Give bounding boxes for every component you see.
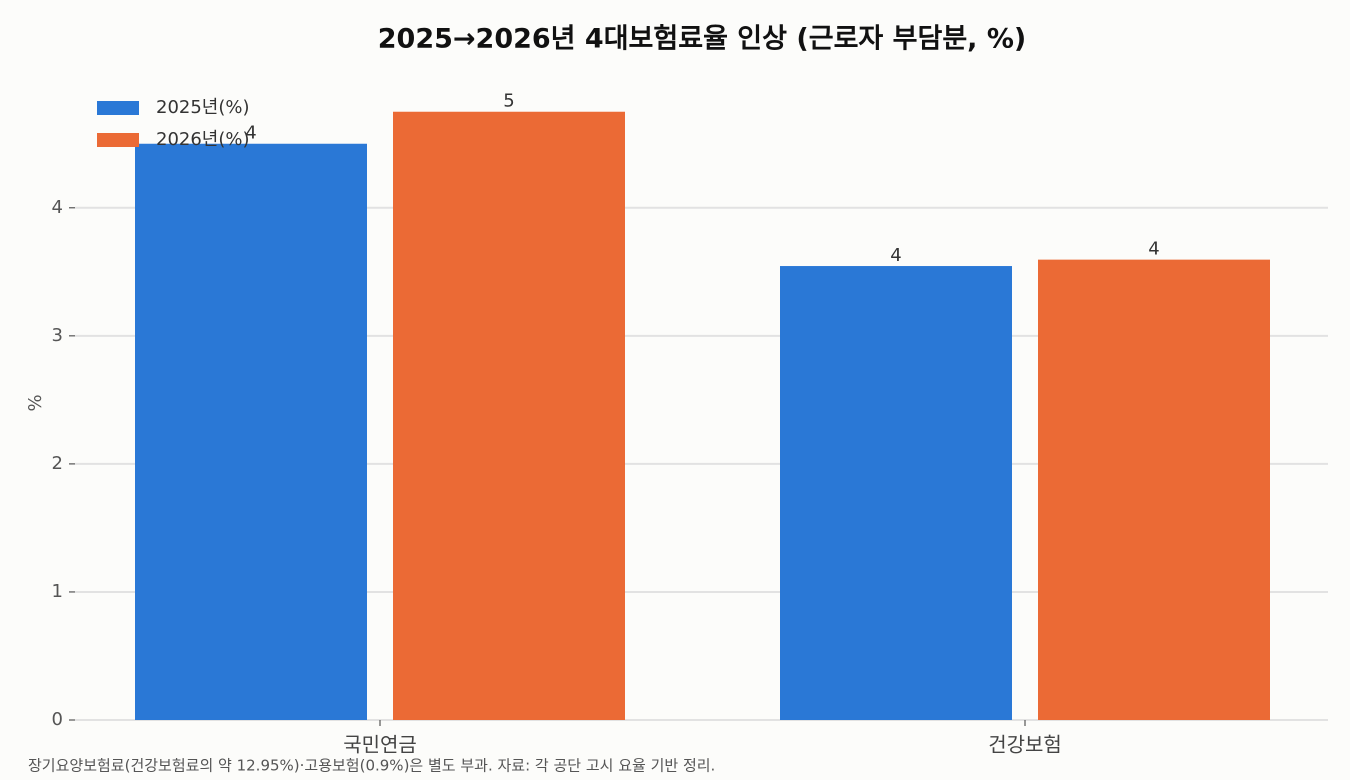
legend-label: 2026년(%) bbox=[156, 129, 250, 150]
y-tick-label: 3 bbox=[52, 325, 63, 346]
y-tick-label: 4 bbox=[52, 197, 63, 218]
x-tick-label: 건강보험 bbox=[988, 733, 1062, 757]
legend-label: 2025년(%) bbox=[156, 97, 250, 118]
bar bbox=[393, 111, 625, 721]
value-label: 4 bbox=[1148, 239, 1159, 260]
y-tick-label: 1 bbox=[52, 581, 63, 602]
footnote: 장기요양보험료(건강보험료의 약 12.95%)·고용보험(0.9%)은 별도 … bbox=[28, 757, 715, 775]
legend-swatch bbox=[97, 133, 139, 147]
y-tick-label: 2 bbox=[52, 453, 63, 474]
legend-swatch bbox=[97, 101, 139, 115]
y-axis-label: % bbox=[25, 394, 46, 411]
bar bbox=[1038, 259, 1270, 720]
value-label: 4 bbox=[890, 245, 901, 266]
y-tick-label: 0 bbox=[52, 709, 63, 730]
bar bbox=[135, 143, 367, 720]
bar bbox=[780, 266, 1012, 720]
chart-title: 2025→2026년 4대보험료율 인상 (근로자 부담분, %) bbox=[378, 24, 1026, 55]
x-tick-label: 국민연금 bbox=[343, 733, 417, 757]
value-label: 4 bbox=[245, 123, 256, 144]
value-label: 5 bbox=[503, 91, 514, 112]
